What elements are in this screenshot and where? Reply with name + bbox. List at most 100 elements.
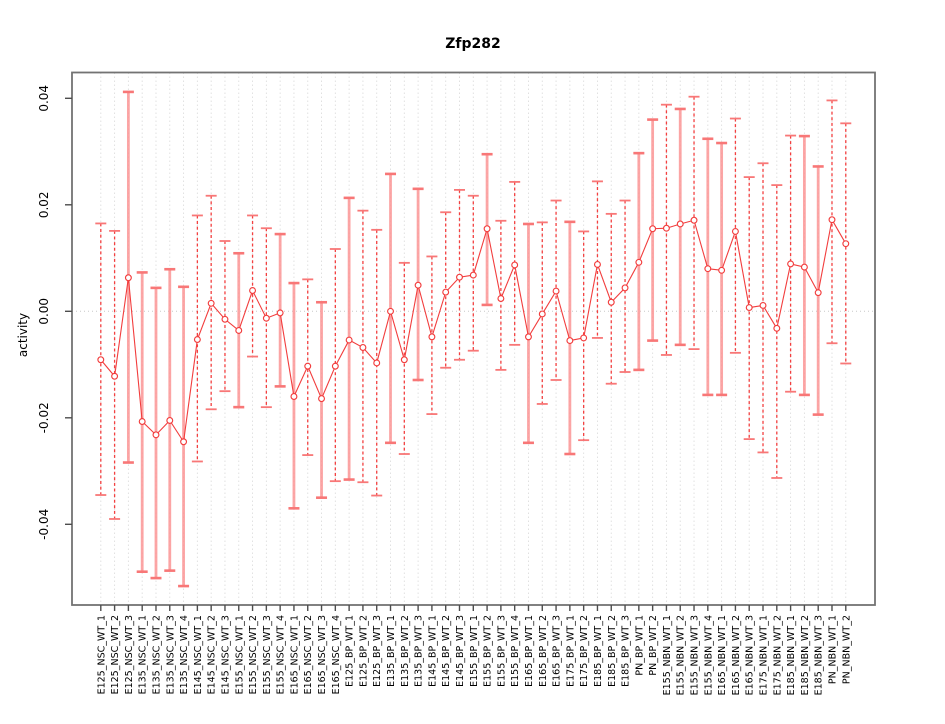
data-point [193, 336, 201, 343]
data-point [497, 295, 505, 302]
data-point [828, 216, 836, 224]
x-tick-label: E185_BP_WT_1 [593, 615, 604, 687]
y-tick-label: 0.04 [37, 85, 51, 112]
data-point [111, 372, 119, 380]
y-tick-label: -0.04 [37, 509, 51, 540]
x-tick-label: E125_BP_WT_3 [372, 615, 383, 687]
data-point [221, 315, 229, 323]
data-point [152, 431, 160, 439]
data-point [787, 260, 795, 268]
data-point [249, 287, 257, 295]
x-tick-label: E165_NBN_WT_2 [731, 615, 742, 695]
x-tick-label: E165_BP_WT_3 [552, 615, 563, 687]
data-point [345, 336, 353, 344]
x-tick-label: E155_NSC_WT_1 [234, 615, 245, 694]
x-tick-label: E185_BP_WT_3 [621, 615, 632, 687]
data-point [704, 265, 712, 273]
x-tick-label: E135_NSC_WT_3 [165, 615, 176, 694]
data-point [800, 263, 808, 271]
data-point [731, 227, 739, 235]
data-point [442, 288, 450, 296]
data-point [180, 438, 188, 446]
data-point [621, 284, 629, 292]
data-point [690, 216, 698, 224]
x-tick-label: E165_NSC_WT_2 [303, 615, 314, 694]
data-point [262, 314, 270, 322]
x-tick-label: E125_NSC_WT_3 [124, 615, 135, 694]
x-tick-label: E135_BP_WT_3 [414, 615, 425, 687]
x-tick-label: E185_NBN_WT_3 [814, 615, 825, 695]
x-tick-label: E145_BP_WT_2 [441, 615, 452, 687]
x-tick-label: E155_BP_WT_2 [483, 615, 494, 687]
data-point [483, 225, 491, 233]
x-tick-label: E155_BP_WT_1 [469, 615, 480, 687]
x-tick-label: E185_NBN_WT_1 [786, 615, 797, 695]
y-tick-label: -0.02 [37, 402, 51, 433]
data-point [290, 393, 298, 400]
x-tick-label: E145_BP_WT_3 [455, 615, 466, 687]
y-tick-label: 0.02 [37, 191, 51, 218]
data-point [635, 258, 643, 266]
data-point [511, 261, 519, 269]
data-point [207, 299, 215, 307]
x-tick-label: E145_NSC_WT_2 [207, 615, 218, 694]
data-point [538, 310, 546, 318]
data-point [676, 220, 684, 228]
data-point [593, 260, 601, 268]
data-point [304, 362, 312, 370]
x-tick-label: E145_NSC_WT_3 [220, 615, 231, 694]
x-tick-label: E135_NSC_WT_2 [151, 615, 162, 694]
y-axis-label: activity [16, 313, 30, 357]
x-tick-label: E155_NBN_WT_3 [690, 615, 701, 695]
x-tick-label: E155_NBN_WT_4 [703, 615, 714, 695]
data-point [566, 337, 574, 345]
data-point [759, 301, 767, 309]
data-point [138, 418, 146, 426]
x-tick-label: E155_NSC_WT_3 [262, 615, 273, 694]
data-point [400, 356, 408, 364]
data-point [331, 362, 339, 370]
x-tick-label: E175_NBN_WT_2 [772, 615, 783, 695]
data-point [773, 324, 781, 332]
data-point [607, 298, 615, 306]
x-tick-label: E165_NSC_WT_3 [317, 615, 328, 694]
x-tick-label: E185_NBN_WT_2 [800, 615, 811, 695]
x-tick-label: E185_BP_WT_2 [607, 615, 618, 687]
x-tick-label: E155_BP_WT_4 [510, 615, 521, 687]
data-point [469, 271, 477, 279]
x-tick-label: E125_BP_WT_1 [345, 615, 356, 687]
x-tick-label: E155_NSC_WT_2 [248, 615, 259, 694]
x-tick-label: E175_NBN_WT_1 [759, 615, 770, 695]
data-point [814, 289, 822, 297]
x-tick-label: E175_BP_WT_2 [579, 615, 590, 687]
x-tick-label: E165_BP_WT_1 [524, 615, 535, 687]
data-point [525, 333, 532, 341]
data-point [662, 224, 670, 232]
data-point [552, 287, 560, 295]
x-tick-label: E165_NSC_WT_4 [331, 615, 342, 694]
x-tick-label: E125_NSC_WT_1 [96, 615, 107, 694]
x-tick-label: E165_NBN_WT_1 [717, 615, 728, 695]
data-point [97, 356, 105, 364]
x-tick-label: PN_BP_WT_1 [634, 615, 645, 676]
data-point [124, 274, 132, 282]
chart-title: Zfp282 [445, 36, 501, 52]
x-tick-label: PN_BP_WT_2 [648, 615, 659, 676]
x-tick-label: PN_NBN_WT_1 [827, 615, 838, 684]
x-tick-label: E165_NSC_WT_1 [289, 615, 300, 694]
x-tick-label: E155_NSC_WT_4 [276, 615, 287, 694]
x-tick-label: E155_NBN_WT_1 [662, 615, 673, 695]
x-tick-label: E165_BP_WT_2 [538, 615, 549, 687]
data-point [387, 307, 394, 315]
data-point [718, 266, 726, 274]
x-tick-label: E145_BP_WT_1 [427, 615, 438, 687]
x-tick-label: E135_BP_WT_1 [386, 615, 397, 687]
data-point [745, 304, 753, 312]
data-point [649, 225, 657, 233]
data-point [456, 273, 463, 281]
data-point [414, 281, 422, 289]
x-tick-label: E125_NSC_WT_2 [110, 615, 121, 694]
